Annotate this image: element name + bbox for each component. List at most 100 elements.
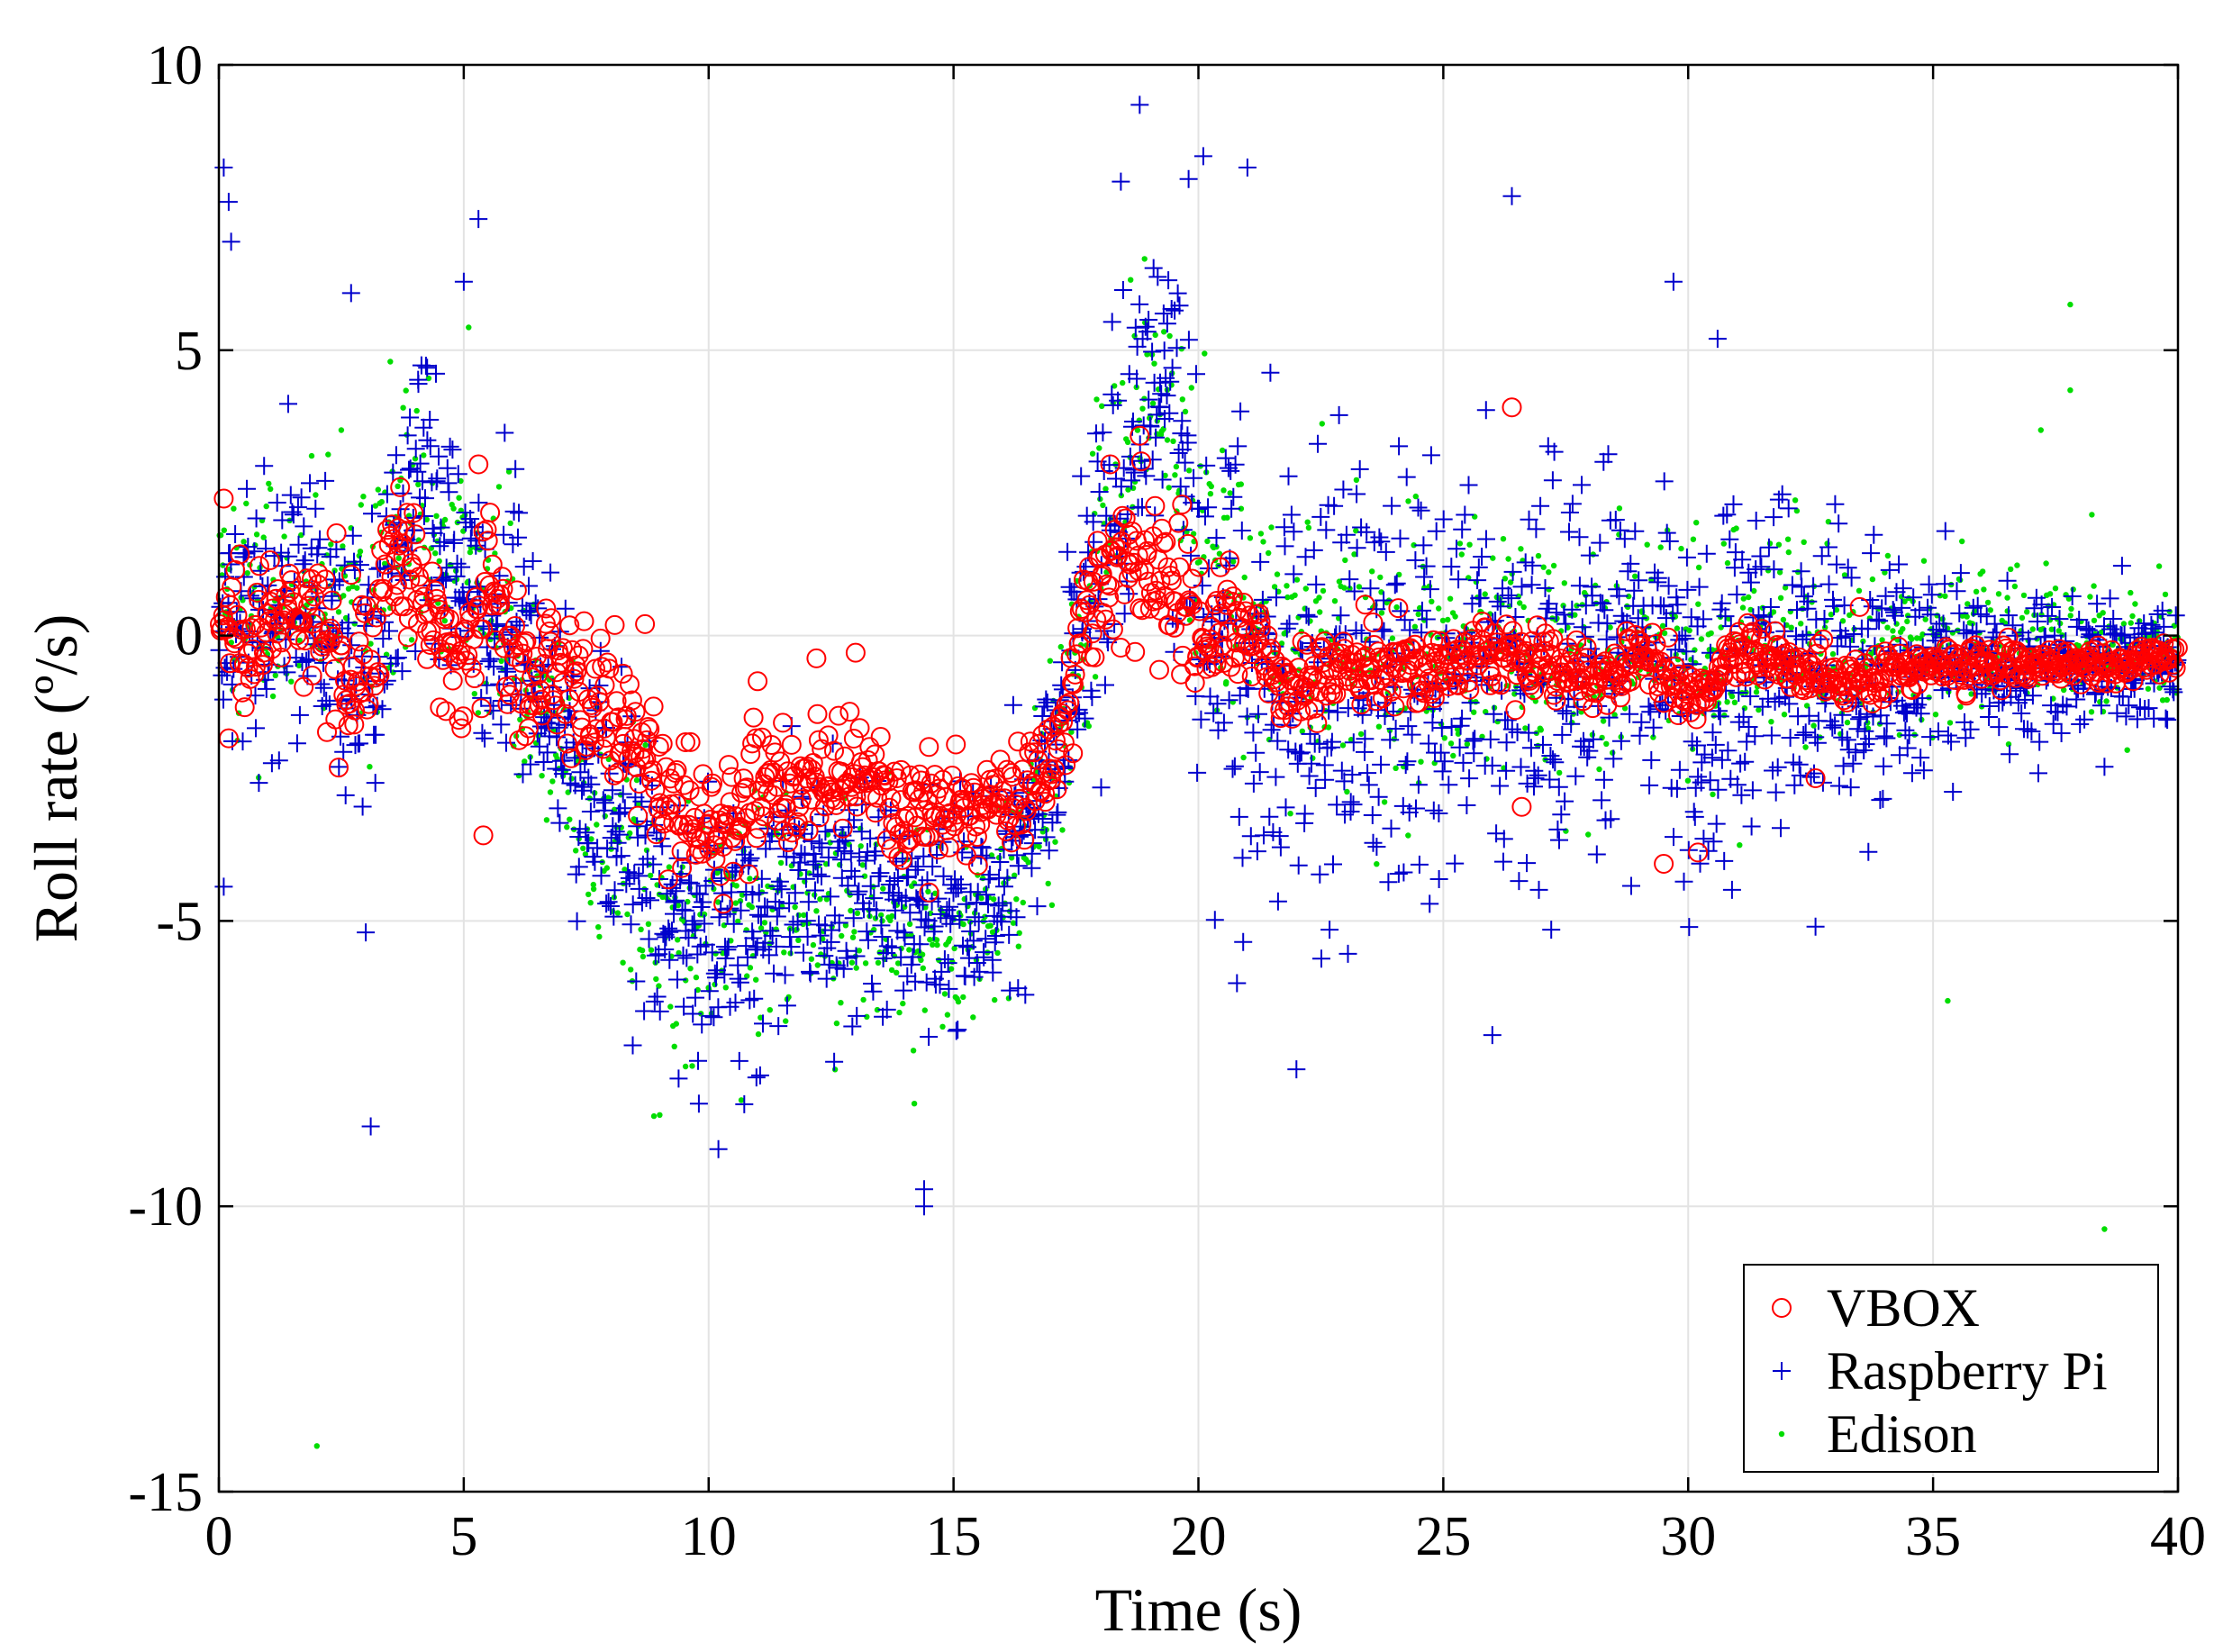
data-point-raspberry-pi <box>1421 446 1440 465</box>
data-point-raspberry-pi <box>1311 865 1329 884</box>
data-point-raspberry-pi <box>1251 552 1270 571</box>
data-point-raspberry-pi <box>1096 676 1114 694</box>
data-point-edison <box>1909 636 1915 642</box>
data-point-raspberry-pi <box>1093 423 1112 442</box>
data-point-raspberry-pi <box>1300 767 1319 785</box>
data-point-raspberry-pi <box>1386 720 1405 738</box>
data-point-raspberry-pi <box>648 987 667 1006</box>
data-point-raspberry-pi <box>1602 810 1620 829</box>
data-point-raspberry-pi <box>421 411 440 429</box>
data-point-raspberry-pi <box>1761 598 1780 616</box>
data-point-raspberry-pi <box>1065 583 1084 602</box>
data-point-raspberry-pi <box>1382 819 1401 838</box>
data-point-raspberry-pi <box>770 872 789 891</box>
data-point-edison <box>988 852 995 858</box>
data-point-edison <box>783 1018 789 1024</box>
data-point-raspberry-pi <box>1477 530 1495 549</box>
data-point-raspberry-pi <box>585 852 604 871</box>
data-point-edison <box>657 1112 663 1119</box>
data-point-raspberry-pi <box>1494 830 1513 849</box>
data-point-raspberry-pi <box>964 931 983 950</box>
data-point-raspberry-pi <box>973 839 992 858</box>
data-point-raspberry-pi <box>1556 614 1575 633</box>
data-point-raspberry-pi <box>1724 495 1743 513</box>
data-point-edison <box>795 937 802 944</box>
data-point-edison <box>711 885 717 892</box>
data-point-raspberry-pi <box>268 494 286 512</box>
data-point-raspberry-pi <box>837 941 856 960</box>
data-point-edison <box>2055 628 2062 634</box>
data-point-edison <box>910 1048 917 1054</box>
data-point-raspberry-pi <box>1439 776 1458 794</box>
data-point-edison <box>467 549 474 556</box>
data-point-edison <box>357 549 364 555</box>
data-point-edison <box>387 359 394 365</box>
data-point-raspberry-pi <box>977 885 995 904</box>
data-point-raspberry-pi <box>1341 793 1360 812</box>
data-point-raspberry-pi <box>1715 851 1734 870</box>
data-point-raspberry-pi <box>214 690 232 709</box>
data-point-edison <box>1765 567 1772 574</box>
data-point-edison <box>2004 595 2010 601</box>
data-point-edison <box>590 885 597 893</box>
data-point-raspberry-pi <box>1003 695 1022 714</box>
data-point-raspberry-pi <box>1619 562 1638 581</box>
data-point-raspberry-pi <box>1722 880 1741 899</box>
data-point-raspberry-pi <box>510 504 528 522</box>
data-point-raspberry-pi <box>1417 557 1436 576</box>
data-point-edison <box>889 912 895 920</box>
data-point-raspberry-pi <box>703 943 721 962</box>
data-point-edison <box>1045 880 1051 887</box>
data-point-edison <box>1995 591 2002 597</box>
data-point-edison <box>360 494 367 500</box>
data-point-raspberry-pi <box>980 866 999 884</box>
data-point-raspberry-pi <box>1759 538 1778 557</box>
data-point-raspberry-pi <box>1580 741 1599 760</box>
data-point-edison <box>1096 445 1102 451</box>
data-point-raspberry-pi <box>1678 580 1697 599</box>
data-point-edison <box>564 824 570 831</box>
data-point-edison <box>436 558 442 565</box>
data-point-raspberry-pi <box>730 973 749 992</box>
data-point-edison <box>934 941 940 949</box>
data-point-edison <box>1052 839 1058 845</box>
data-point-edison <box>849 934 857 940</box>
data-point-raspberry-pi <box>1734 707 1753 726</box>
data-point-raspberry-pi <box>1216 449 1235 467</box>
data-point-raspberry-pi <box>966 908 985 927</box>
data-point-raspberry-pi <box>257 679 276 698</box>
data-point-raspberry-pi <box>674 946 693 965</box>
data-point-raspberry-pi <box>605 881 624 900</box>
data-point-raspberry-pi <box>693 1015 712 1034</box>
data-point-raspberry-pi <box>1625 581 1644 600</box>
data-point-raspberry-pi <box>825 1052 844 1071</box>
data-point-raspberry-pi <box>1534 735 1552 754</box>
data-point-raspberry-pi <box>810 834 829 853</box>
data-point-raspberry-pi <box>1097 506 1116 525</box>
data-point-raspberry-pi <box>1570 576 1589 595</box>
data-point-edison <box>2067 387 2073 394</box>
data-point-raspberry-pi <box>1427 522 1446 540</box>
data-point-edison <box>1901 598 1908 604</box>
data-point-raspberry-pi <box>1594 770 1613 789</box>
data-point-raspberry-pi <box>1255 826 1273 845</box>
data-point-raspberry-pi <box>573 781 591 800</box>
data-point-edison <box>1959 538 1965 545</box>
data-point-raspberry-pi <box>408 462 427 481</box>
data-point-raspberry-pi <box>775 840 793 858</box>
data-point-raspberry-pi <box>238 479 256 498</box>
data-point-raspberry-pi <box>386 446 405 465</box>
data-point-raspberry-pi <box>1424 801 1443 820</box>
data-point-raspberry-pi <box>1704 832 1723 851</box>
data-point-raspberry-pi <box>281 486 300 504</box>
data-point-edison <box>859 862 866 868</box>
data-point-raspberry-pi <box>1284 522 1303 541</box>
data-point-raspberry-pi <box>1591 533 1610 552</box>
data-point-raspberry-pi <box>320 695 339 713</box>
data-point-edison <box>1008 855 1015 861</box>
data-point-raspberry-pi <box>622 707 641 726</box>
data-point-raspberry-pi <box>1670 760 1689 779</box>
data-point-raspberry-pi <box>1175 453 1194 472</box>
data-point-raspberry-pi <box>1398 752 1417 771</box>
data-point-edison <box>2103 698 2110 704</box>
